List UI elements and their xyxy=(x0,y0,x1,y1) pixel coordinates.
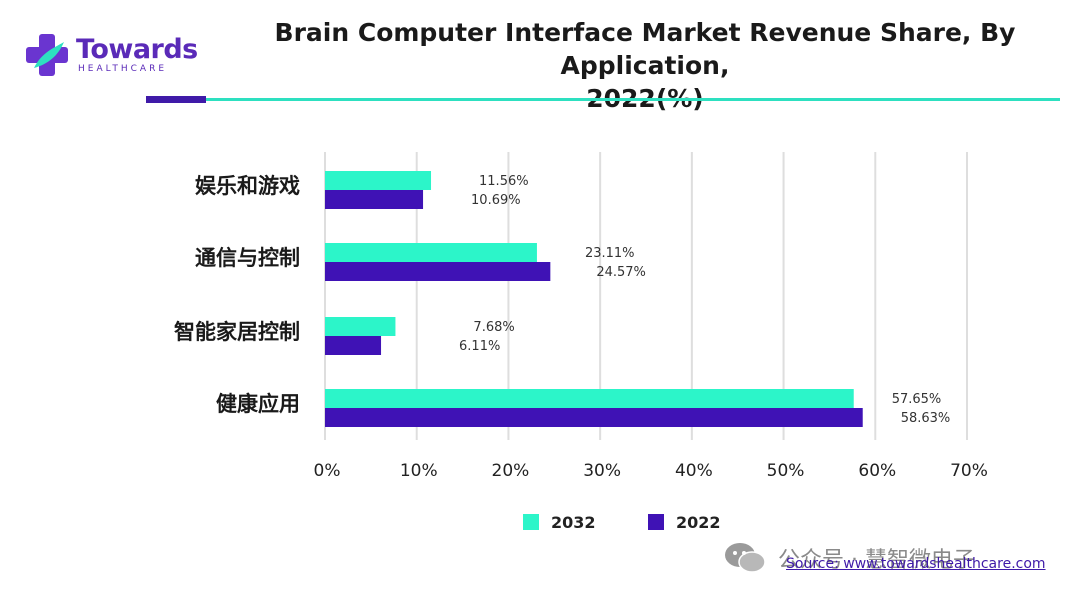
x-tick-label: 20% xyxy=(492,461,530,481)
category-label: 智能家居控制 xyxy=(174,320,300,344)
category-label: 通信与控制 xyxy=(195,246,300,270)
brand-logo: Towards HEALTHCARE xyxy=(24,32,198,82)
brand-name: Towards xyxy=(76,34,198,65)
legend-label: 2022 xyxy=(676,513,721,532)
data-label: 6.11% xyxy=(459,339,500,354)
bar-2022 xyxy=(325,190,424,209)
title-underline xyxy=(146,98,1060,101)
category-label: 娱乐和游戏 xyxy=(195,174,300,198)
chart-title-line1: Brain Computer Interface Market Revenue … xyxy=(274,18,1016,80)
x-tick-label: 0% xyxy=(314,461,341,481)
x-tick-label: 60% xyxy=(858,461,896,481)
data-label: 11.56% xyxy=(479,174,529,189)
x-tick-label: 50% xyxy=(767,461,805,481)
bar-2032 xyxy=(325,389,854,408)
bar-2032 xyxy=(325,243,537,262)
bar-2022 xyxy=(325,336,382,355)
brand-subtitle: HEALTHCARE xyxy=(78,64,168,74)
source-link[interactable]: Source: www.towardshealthcare.com xyxy=(786,556,1046,572)
bar-2032 xyxy=(325,317,396,336)
category-label: 健康应用 xyxy=(216,392,300,416)
legend-label: 2032 xyxy=(551,513,596,532)
bar-2022 xyxy=(325,408,863,427)
cross-logo-icon xyxy=(26,34,68,76)
data-label: 10.69% xyxy=(471,193,521,208)
x-tick-label: 70% xyxy=(950,461,988,481)
data-label: 7.68% xyxy=(473,320,514,335)
data-label: 23.11% xyxy=(585,246,635,261)
bar-2032 xyxy=(325,171,432,190)
legend-swatch-2032 xyxy=(523,514,539,530)
watermark-text: 公众号 · 慧智微电子 xyxy=(778,548,975,573)
chart-title: Brain Computer Interface Market Revenue … xyxy=(220,16,1070,115)
legend-swatch-2022 xyxy=(648,514,664,530)
title-accent-bar xyxy=(146,96,206,103)
bar-2022 xyxy=(325,262,551,281)
x-tick-label: 40% xyxy=(675,461,713,481)
x-tick-label: 30% xyxy=(583,461,621,481)
data-label: 58.63% xyxy=(901,411,951,426)
wechat-icon xyxy=(725,543,766,573)
data-label: 57.65% xyxy=(892,392,942,407)
x-tick-label: 10% xyxy=(400,461,438,481)
data-label: 24.57% xyxy=(596,265,646,280)
